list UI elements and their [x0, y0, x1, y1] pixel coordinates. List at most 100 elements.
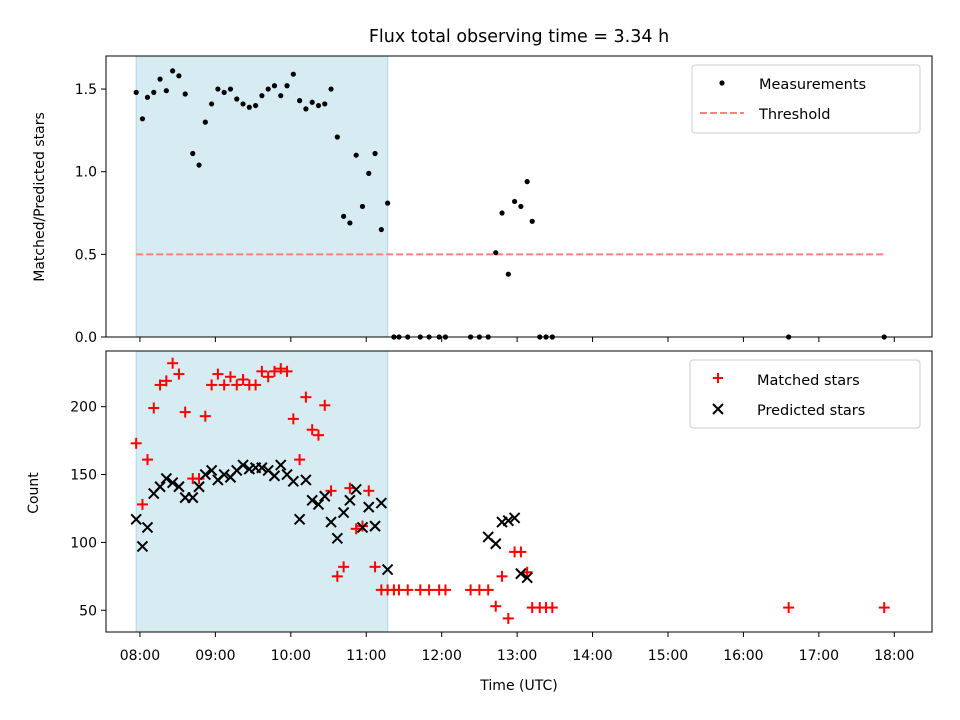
predicted-marker-b	[268, 470, 281, 482]
legend-predicted-label: Predicted stars	[757, 403, 865, 419]
measurement-point	[290, 71, 296, 77]
measurement-point	[347, 220, 353, 226]
matched-star-point	[325, 485, 337, 497]
measurement-point	[271, 83, 278, 89]
top-legend: Measurements Threshold	[691, 64, 921, 134]
matched-star-point	[224, 371, 236, 383]
matched-star-point	[482, 584, 494, 596]
predicted-marker-b	[300, 474, 312, 486]
predicted-star-point	[141, 521, 154, 534]
predicted-marker-b	[141, 521, 154, 534]
observing-window-shade	[135, 55, 389, 338]
predicted-marker-b	[331, 532, 344, 545]
matched-star-point	[237, 374, 249, 386]
predicted-star-point	[275, 459, 287, 471]
predicted-marker-b	[281, 468, 293, 481]
predicted-marker-b	[306, 494, 318, 507]
matched-star-point	[141, 454, 153, 466]
predicted-marker-b	[337, 506, 350, 519]
xtick-label: 18:00	[874, 648, 914, 664]
matched-star-point	[256, 365, 268, 377]
predicted-star-point	[193, 481, 205, 493]
matched-star-point	[287, 413, 299, 425]
predicted-star-point	[306, 494, 318, 507]
predicted-marker-b	[130, 513, 142, 526]
predicted-marker-b	[381, 563, 394, 576]
predicted-star-point	[515, 567, 527, 580]
measurement-point	[234, 96, 240, 102]
matched-star-point	[496, 570, 508, 582]
matched-star-point	[331, 570, 343, 582]
predicted-star-point	[375, 497, 388, 509]
predicted-marker-b	[154, 481, 166, 493]
predicted-marker-b	[136, 540, 149, 553]
predicted-marker-b	[502, 514, 515, 527]
measurement-point	[341, 213, 347, 219]
top-ytick-label: 0.5	[75, 247, 97, 263]
predicted-marker-b	[312, 498, 325, 511]
matched-star-point	[490, 600, 502, 612]
matched-star-point	[546, 602, 558, 614]
predicted-star-point	[344, 494, 356, 507]
measurement-point	[499, 210, 505, 216]
predicted-star-point	[256, 462, 268, 474]
matched-star-point	[281, 365, 293, 377]
observing-window-shade	[135, 350, 389, 633]
predicted-marker-b	[363, 501, 375, 513]
predicted-star-point	[350, 483, 362, 496]
measurement-point	[385, 200, 391, 206]
matched-star-point	[218, 379, 230, 391]
measurement-point	[215, 86, 221, 92]
predicted-marker-b	[287, 475, 300, 488]
measurement-point	[353, 152, 359, 158]
matched-star-point	[275, 363, 287, 375]
matched-star-point	[130, 437, 142, 449]
predicted-marker-b	[325, 516, 337, 528]
matched-star-point	[193, 473, 205, 485]
measurement-point	[151, 89, 157, 95]
top-plot-frame	[105, 55, 933, 338]
top-ytick-label: 1.5	[75, 82, 97, 98]
predicted-star-point	[363, 501, 375, 513]
matched-star-point	[502, 612, 514, 624]
measurement-point	[227, 86, 234, 92]
measurement-point	[278, 93, 284, 99]
measurement-point	[511, 198, 518, 205]
predicted-star-point	[154, 481, 166, 493]
predicted-marker-b	[350, 483, 362, 496]
predicted-star-point	[319, 490, 331, 502]
predicted-star-point	[160, 472, 173, 485]
legend-matched-label: Matched stars	[757, 373, 860, 389]
x-axis-label: Time (UTC)	[479, 678, 557, 694]
predicted-marker-b	[369, 520, 381, 532]
predicted-star-point	[218, 468, 230, 481]
predicted-star-point	[287, 475, 300, 488]
predicted-star-point	[237, 459, 249, 471]
matched-star-point	[268, 365, 280, 377]
measurement-point	[505, 271, 511, 277]
matched-star-point	[160, 375, 172, 387]
xtick-label: 12:00	[422, 648, 462, 664]
measurement-point	[190, 150, 196, 157]
predicted-star-point	[293, 513, 306, 526]
legend-matched-marker	[713, 373, 723, 383]
matched-star-point	[173, 368, 185, 380]
xtick-label: 15:00	[648, 648, 688, 664]
top-ytick-label: 0.0	[75, 330, 97, 346]
predicted-marker-b	[344, 494, 356, 507]
predicted-marker-b	[262, 464, 274, 477]
measurement-point	[328, 86, 334, 92]
predicted-star-point	[173, 481, 185, 493]
matched-star-point	[312, 429, 324, 441]
bottom-legend: Matched stars Predicted stars	[689, 359, 921, 429]
predicted-star-point	[521, 571, 533, 584]
predicted-marker-b	[237, 459, 249, 471]
predicted-marker-b	[193, 481, 205, 493]
predicted-marker-b	[521, 571, 533, 584]
measurement-point	[176, 73, 182, 79]
legend-predicted-marker	[712, 403, 724, 415]
top-panel: 0.0 0.5 1.0 1.5 Matched/Predicted stars Mea…	[32, 55, 933, 346]
predicted-marker-b	[256, 462, 268, 474]
predicted-star-point	[508, 512, 521, 524]
measurement-point	[493, 250, 499, 256]
